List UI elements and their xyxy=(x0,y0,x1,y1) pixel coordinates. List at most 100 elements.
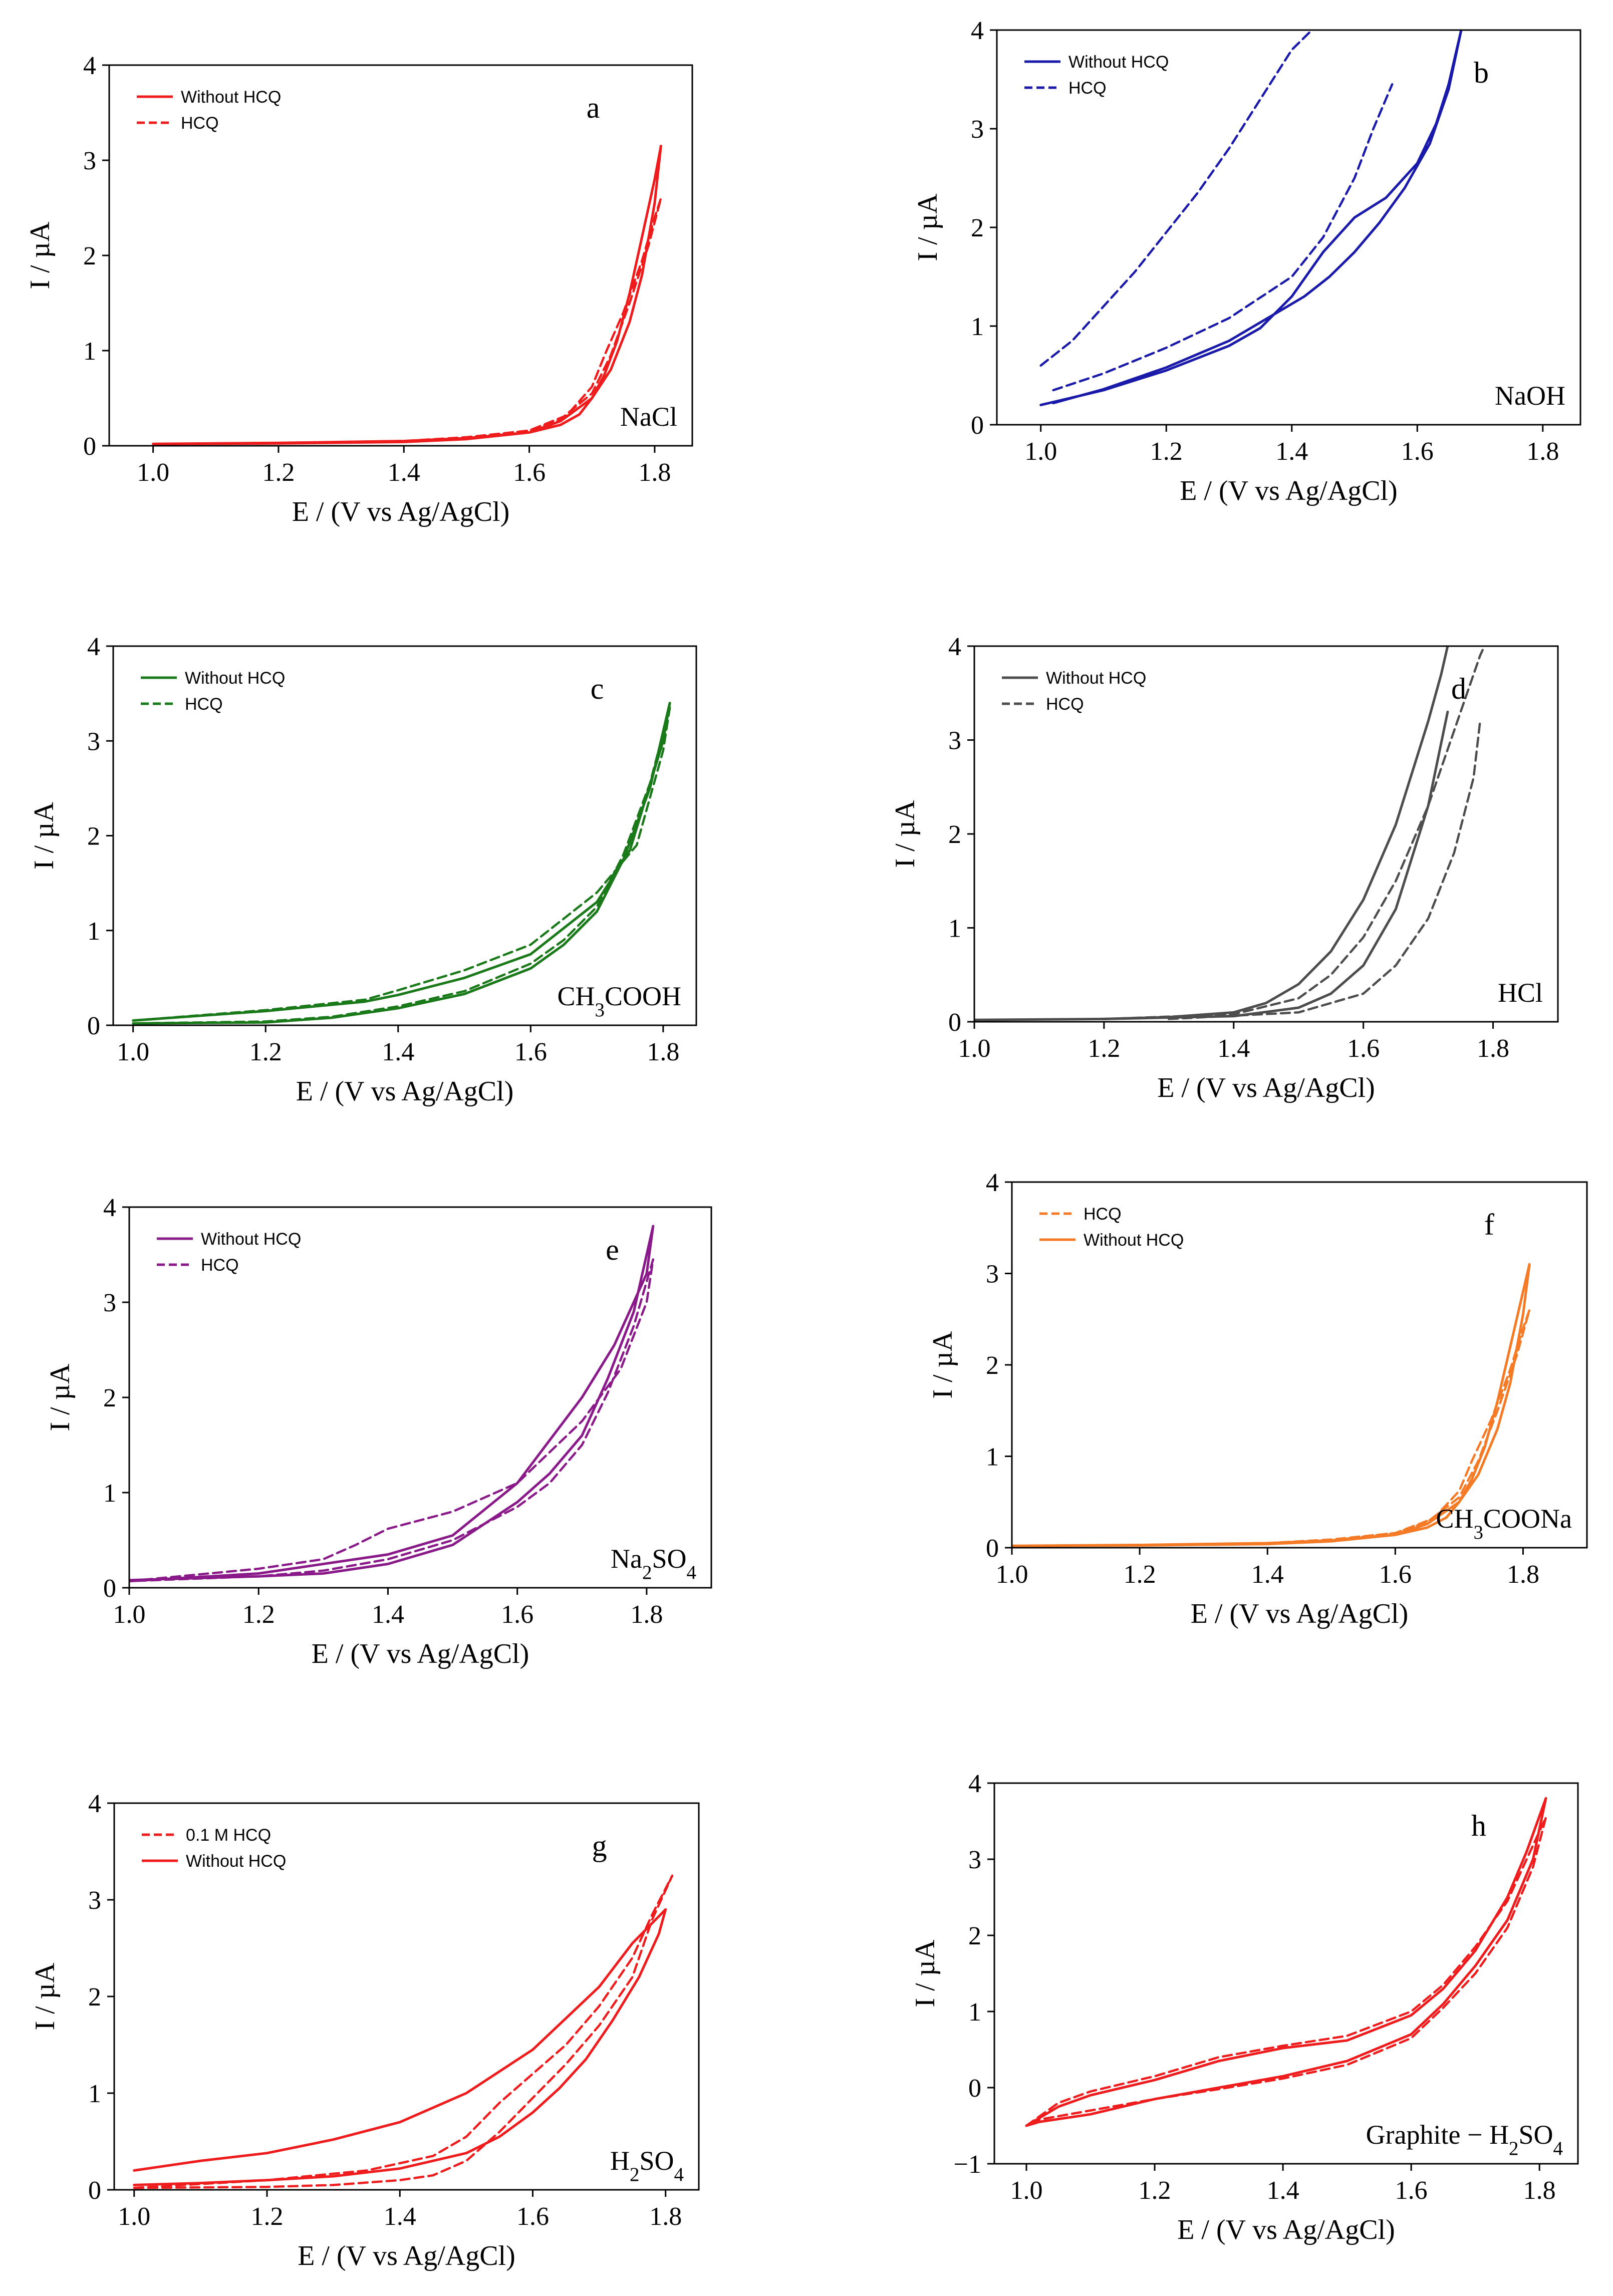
legend-label: HCQ xyxy=(1084,1205,1122,1224)
y-tick-label: 0 xyxy=(971,411,984,440)
y-tick-label: 3 xyxy=(88,1886,101,1915)
x-axis-label: E / (V vs Ag/AgCl) xyxy=(298,2240,515,2271)
legend-label: Without HCQ xyxy=(181,88,281,107)
x-tick-label: 1.8 xyxy=(649,2202,682,2231)
y-axis-label: I / µA xyxy=(29,801,60,869)
series-line-solid-0 xyxy=(1025,1797,1547,2127)
x-tick-label: 1.8 xyxy=(1507,1560,1539,1589)
y-tick-label: 4 xyxy=(83,52,96,80)
electrolyte-label: Na2SO4 xyxy=(611,1544,696,1583)
x-tick-label: 1.4 xyxy=(388,458,420,487)
x-axis-label: E / (V vs Ag/AgCl) xyxy=(1180,475,1398,506)
x-tick-label: 1.4 xyxy=(1217,1034,1250,1063)
x-axis-label: E / (V vs Ag/AgCl) xyxy=(292,496,510,527)
series-line-dashed-3 xyxy=(1168,720,1481,1020)
x-tick-label: 1.0 xyxy=(137,458,169,487)
electrolyte-label: HCl xyxy=(1498,978,1543,1008)
x-tick-label: 1.0 xyxy=(117,1038,149,1066)
x-tick-label: 1.0 xyxy=(1024,437,1057,466)
x-tick-label: 1.4 xyxy=(1251,1560,1284,1589)
legend-label: Without HCQ xyxy=(1046,669,1146,688)
x-tick-label: 1.8 xyxy=(638,458,671,487)
x-tick-label: 1.2 xyxy=(1139,2176,1171,2205)
series-line-dashed-2 xyxy=(1103,646,1486,1020)
y-tick-label: 0 xyxy=(103,1574,116,1603)
y-tick-label: 4 xyxy=(986,1169,999,1197)
y-tick-label: 1 xyxy=(103,1479,116,1508)
legend-label: HCQ xyxy=(201,1256,239,1275)
x-tick-label: 1.8 xyxy=(1477,1034,1509,1063)
y-tick-label: 3 xyxy=(103,1289,116,1317)
electrolyte-label: NaCl xyxy=(620,402,677,432)
series-group xyxy=(152,145,662,445)
panel-f: 1.0 1.2 1.4 1.6 1.8 0 1 2 3 4 E / (V vs Ag/AgCl) I … xyxy=(927,1169,1588,1629)
x-tick-label: 1.2 xyxy=(262,458,295,487)
x-tick-label: 1.6 xyxy=(1395,2176,1428,2205)
series-line-dashed-1 xyxy=(152,197,662,445)
series-group xyxy=(133,1874,674,2189)
panel-letter: b xyxy=(1474,56,1489,89)
x-tick-label: 1.8 xyxy=(1526,437,1559,466)
panel-letter: d xyxy=(1451,672,1466,705)
y-tick-label: −1 xyxy=(954,2150,981,2179)
x-axis-label: E / (V vs Ag/AgCl) xyxy=(1177,2214,1395,2245)
y-axis-label: I / µA xyxy=(30,1962,61,2030)
y-tick-label: 3 xyxy=(968,1846,981,1874)
x-tick-label: 1.0 xyxy=(958,1034,991,1063)
x-axis-label: E / (V vs Ag/AgCl) xyxy=(1191,1598,1409,1629)
series-group xyxy=(1039,30,1463,407)
x-tick-label: 1.0 xyxy=(996,1560,1028,1589)
electrolyte-label: Graphite − H2SO4 xyxy=(1366,2120,1563,2159)
x-tick-label: 1.4 xyxy=(1275,437,1308,466)
series-line-solid-0 xyxy=(129,1225,655,1583)
y-tick-label: 4 xyxy=(968,1770,981,1798)
legend-label: Without HCQ xyxy=(201,1230,301,1249)
panel-letter: g xyxy=(592,1829,607,1862)
y-tick-label: 0 xyxy=(83,432,96,461)
x-tick-label: 1.6 xyxy=(516,2202,549,2231)
x-tick-label: 1.0 xyxy=(118,2202,150,2231)
series-line-dashed-1 xyxy=(1025,1816,1547,2127)
y-tick-label: 3 xyxy=(87,727,100,756)
x-tick-label: 1.0 xyxy=(113,1600,146,1629)
x-tick-label: 1.6 xyxy=(501,1600,533,1629)
series-group xyxy=(974,646,1486,1021)
electrolyte-label: H2SO4 xyxy=(610,2146,684,2185)
y-tick-label: 3 xyxy=(83,147,96,175)
series-group xyxy=(1025,1797,1547,2127)
y-tick-label: 2 xyxy=(948,820,961,849)
series-line-solid-0 xyxy=(132,702,671,1025)
x-tick-label: 1.6 xyxy=(1401,437,1434,466)
axes-frame xyxy=(993,1782,1579,2165)
series-line-solid-0 xyxy=(974,646,1449,1021)
series-line-dashed-1 xyxy=(132,706,671,1025)
x-tick-label: 1.2 xyxy=(1088,1034,1120,1063)
y-tick-label: 0 xyxy=(968,2074,981,2103)
panel-letter: c xyxy=(591,672,604,705)
panel-b: 1.0 1.2 1.4 1.6 1.8 0 1 2 3 4 E / (V vs Ag/AgCl) I … xyxy=(912,17,1581,506)
legend-label: Without HCQ xyxy=(1068,53,1169,72)
legend-label: HCQ xyxy=(181,114,219,133)
legend-label: HCQ xyxy=(185,695,223,714)
series-line-solid-0 xyxy=(152,145,662,445)
x-tick-label: 1.6 xyxy=(513,458,546,487)
y-tick-label: 1 xyxy=(83,337,96,366)
y-tick-label: 1 xyxy=(948,915,961,943)
panel-h: 1.0 1.2 1.4 1.6 1.8 −1 0 1 2 3 4 E / (V vs Ag/AgCl)… xyxy=(910,1770,1579,2245)
x-tick-label: 1.2 xyxy=(1124,1560,1156,1589)
x-tick-label: 1.4 xyxy=(382,1038,414,1066)
electrolyte-label: CH3COOH xyxy=(557,981,681,1021)
panel-a: 1.0 1.2 1.4 1.6 1.8 0 1 2 3 4 E / (V vs Ag/AgCl) I … xyxy=(25,52,693,527)
legend-label: HCQ xyxy=(1046,695,1084,714)
series-line-dashed-1 xyxy=(129,1258,655,1582)
y-tick-label: 0 xyxy=(986,1534,999,1563)
series-line-dashed-1 xyxy=(1039,30,1314,367)
x-tick-label: 1.6 xyxy=(1347,1034,1380,1063)
x-tick-label: 1.2 xyxy=(249,1038,282,1066)
y-axis-label: I / µA xyxy=(912,193,943,261)
legend-label: Without HCQ xyxy=(185,669,285,688)
y-tick-label: 1 xyxy=(968,1998,981,2027)
y-tick-label: 0 xyxy=(88,2176,101,2205)
panel-letter: h xyxy=(1471,1809,1486,1842)
